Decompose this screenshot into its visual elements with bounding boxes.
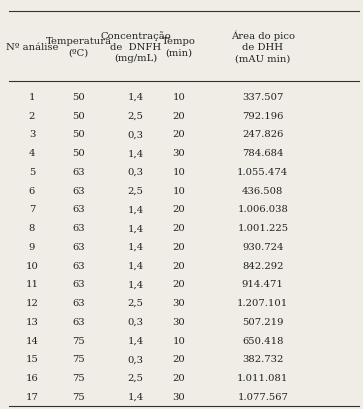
Text: 2,5: 2,5 [128, 373, 144, 382]
Text: Nº análise: Nº análise [6, 43, 58, 52]
Text: Área do pico
de DHH
(mAU min): Área do pico de DHH (mAU min) [231, 31, 295, 63]
Text: 10: 10 [172, 186, 185, 195]
Text: 2,5: 2,5 [128, 299, 144, 308]
Text: 914.471: 914.471 [242, 280, 284, 289]
Text: 0,3: 0,3 [128, 317, 144, 326]
Text: 1.001.225: 1.001.225 [237, 224, 288, 233]
Text: 4: 4 [29, 149, 35, 158]
Text: 1,4: 1,4 [128, 205, 144, 214]
Text: 1.011.081: 1.011.081 [237, 373, 289, 382]
Text: 1,4: 1,4 [128, 149, 144, 158]
Text: 63: 63 [72, 224, 85, 233]
Text: 337.507: 337.507 [242, 93, 284, 102]
Text: 30: 30 [172, 149, 185, 158]
Text: 2,5: 2,5 [128, 112, 144, 121]
Text: 14: 14 [25, 336, 38, 345]
Text: 1,4: 1,4 [128, 224, 144, 233]
Text: 20: 20 [172, 130, 185, 139]
Text: 5: 5 [29, 168, 35, 177]
Text: 436.508: 436.508 [242, 186, 284, 195]
Text: 247.826: 247.826 [242, 130, 284, 139]
Text: 63: 63 [72, 261, 85, 270]
Text: 930.724: 930.724 [242, 243, 284, 251]
Text: 20: 20 [172, 112, 185, 121]
Text: 17: 17 [25, 392, 38, 401]
Text: 1.077.567: 1.077.567 [237, 392, 288, 401]
Text: 20: 20 [172, 373, 185, 382]
Text: 20: 20 [172, 280, 185, 289]
Text: 6: 6 [29, 186, 35, 195]
Text: 7: 7 [29, 205, 35, 214]
Text: 1,4: 1,4 [128, 336, 144, 345]
Text: 9: 9 [29, 243, 35, 251]
Text: 382.732: 382.732 [242, 355, 284, 364]
Text: 1.055.474: 1.055.474 [237, 168, 289, 177]
Text: 63: 63 [72, 168, 85, 177]
Text: Temperatura
(ºC): Temperatura (ºC) [45, 37, 111, 57]
Text: 50: 50 [72, 112, 85, 121]
Text: 30: 30 [172, 317, 185, 326]
Text: 63: 63 [72, 243, 85, 251]
Text: 842.292: 842.292 [242, 261, 284, 270]
Text: 20: 20 [172, 205, 185, 214]
Text: 30: 30 [172, 299, 185, 308]
Text: 75: 75 [72, 336, 85, 345]
Text: 63: 63 [72, 299, 85, 308]
Text: 10: 10 [172, 93, 185, 102]
Text: 1,4: 1,4 [128, 261, 144, 270]
Text: 16: 16 [26, 373, 38, 382]
Text: 50: 50 [72, 93, 85, 102]
Text: 1.006.038: 1.006.038 [237, 205, 288, 214]
Text: 20: 20 [172, 261, 185, 270]
Text: 2: 2 [29, 112, 35, 121]
Text: 75: 75 [72, 392, 85, 401]
Text: 30: 30 [172, 392, 185, 401]
Text: 11: 11 [25, 280, 38, 289]
Text: 12: 12 [25, 299, 38, 308]
Text: 63: 63 [72, 280, 85, 289]
Text: 20: 20 [172, 243, 185, 251]
Text: 75: 75 [72, 355, 85, 364]
Text: 13: 13 [25, 317, 38, 326]
Text: 20: 20 [172, 224, 185, 233]
Text: 63: 63 [72, 205, 85, 214]
Text: 784.684: 784.684 [242, 149, 284, 158]
Text: 0,3: 0,3 [128, 355, 144, 364]
Text: 1,4: 1,4 [128, 93, 144, 102]
Text: 50: 50 [72, 130, 85, 139]
Text: 0,3: 0,3 [128, 130, 144, 139]
Text: 50: 50 [72, 149, 85, 158]
Text: 63: 63 [72, 317, 85, 326]
Text: 8: 8 [29, 224, 35, 233]
Text: 650.418: 650.418 [242, 336, 284, 345]
Text: Concentração
de  DNFH
(mg/mL): Concentração de DNFH (mg/mL) [101, 31, 171, 63]
Text: 10: 10 [25, 261, 38, 270]
Text: 792.196: 792.196 [242, 112, 284, 121]
Text: 63: 63 [72, 186, 85, 195]
Text: 15: 15 [25, 355, 38, 364]
Text: 10: 10 [172, 168, 185, 177]
Text: 20: 20 [172, 355, 185, 364]
Text: Tempo
(min): Tempo (min) [162, 37, 196, 57]
Text: 1: 1 [29, 93, 35, 102]
Text: 0,3: 0,3 [128, 168, 144, 177]
Text: 75: 75 [72, 373, 85, 382]
Text: 1,4: 1,4 [128, 392, 144, 401]
Text: 10: 10 [172, 336, 185, 345]
Text: 507.219: 507.219 [242, 317, 284, 326]
Text: 2,5: 2,5 [128, 186, 144, 195]
Text: 1,4: 1,4 [128, 280, 144, 289]
Text: 1.207.101: 1.207.101 [237, 299, 289, 308]
Text: 1,4: 1,4 [128, 243, 144, 251]
Text: 3: 3 [29, 130, 35, 139]
